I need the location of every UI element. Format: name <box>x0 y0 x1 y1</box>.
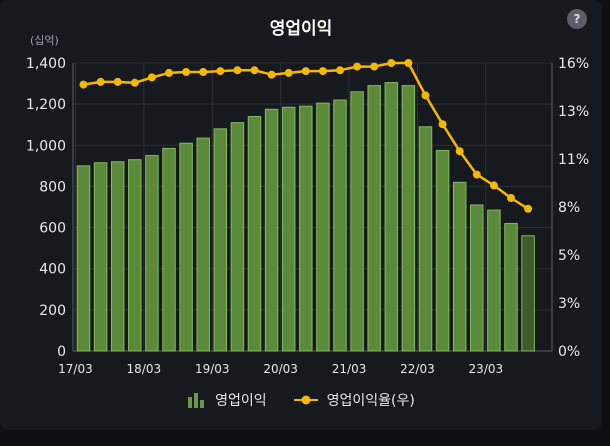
bar <box>162 147 176 352</box>
line-point <box>336 66 344 75</box>
legend-line-label: 영업이익율(우) <box>326 393 415 409</box>
line-point <box>438 120 447 129</box>
y-left-tick-label: 400 <box>39 262 66 278</box>
chart-card: 영업이익 ? (십억) 0 200 400 600 800 1,000 1,200 1,400… <box>0 0 602 430</box>
y-right-tick-label: 0% <box>558 344 580 360</box>
legend-item-line[interactable]: 영업이익율(우) <box>293 390 415 410</box>
line-point <box>130 78 139 87</box>
y-left-tick-label: 0 <box>57 344 66 360</box>
x-tick-label: 23/03 <box>469 362 504 376</box>
bar <box>264 108 279 352</box>
line-point <box>284 68 293 77</box>
bar <box>504 222 518 352</box>
bar <box>179 142 193 352</box>
line-point <box>370 62 379 71</box>
y-right-tick-label: 3% <box>558 296 580 312</box>
line-point <box>96 77 105 86</box>
line-point <box>404 59 413 67</box>
y-right-tick-label: 5% <box>558 248 580 264</box>
bar <box>418 126 433 352</box>
line-point <box>524 204 533 213</box>
bar <box>128 159 142 352</box>
x-tick-label: 18/03 <box>127 362 162 376</box>
line-point <box>489 181 498 190</box>
bar <box>230 122 245 352</box>
bar <box>435 149 450 352</box>
x-tick-label: 22/03 <box>400 362 435 376</box>
bar <box>145 155 159 352</box>
legend-item-bar[interactable]: 영업이익 <box>187 390 267 410</box>
bar <box>213 128 228 352</box>
line-point <box>472 170 481 179</box>
bar <box>281 106 296 352</box>
line-point <box>267 70 276 79</box>
line-point <box>233 66 242 75</box>
y-right-tick-label: 16% <box>558 56 589 72</box>
line-point <box>301 67 310 76</box>
bar <box>452 181 467 352</box>
line-point <box>147 73 156 82</box>
line-point <box>455 147 464 156</box>
bar <box>521 235 535 352</box>
line-marker-icon <box>293 395 318 405</box>
line-point <box>113 77 122 86</box>
bar <box>196 137 210 352</box>
y-right-tick-label: 11% <box>558 152 589 168</box>
y-left-tick-label: 1,400 <box>26 56 66 72</box>
legend: 영업이익 영업이익율(우) <box>0 390 602 410</box>
line-point <box>199 68 208 76</box>
bar <box>333 99 347 352</box>
line-point <box>318 67 327 76</box>
left-axis-unit: (십억) <box>30 34 59 47</box>
bar <box>384 82 399 352</box>
bar <box>367 85 381 352</box>
y-right-tick-label: 13% <box>558 104 589 120</box>
bar <box>350 91 364 352</box>
bar-chart-icon <box>188 393 205 408</box>
y-left-tick-label: 800 <box>39 179 66 195</box>
line-point <box>79 80 88 89</box>
line-point <box>182 68 191 76</box>
y-left-tick-label: 600 <box>39 221 66 237</box>
y-left-tick-label: 200 <box>39 303 66 319</box>
help-icon[interactable]: ? <box>567 9 587 29</box>
y-left-tick-label: 1,200 <box>26 97 66 113</box>
x-tick-label: 20/03 <box>263 362 298 376</box>
chart-svg: 0 200 400 600 800 1,000 1,200 1,400 0% 3% 5% 8% 11% 1… <box>26 56 589 376</box>
bar <box>93 162 108 352</box>
bar <box>470 204 484 352</box>
bar <box>401 85 416 352</box>
line-point <box>507 194 515 202</box>
bar <box>299 105 313 352</box>
line-point <box>250 66 259 75</box>
x-tick-label: 17/03 <box>58 362 93 376</box>
bar <box>316 102 330 352</box>
x-tick-label: 19/03 <box>195 362 230 376</box>
bar <box>487 209 501 352</box>
bar <box>76 165 91 352</box>
line-point <box>216 67 225 76</box>
bar <box>110 161 125 352</box>
line-point <box>387 59 396 67</box>
bar <box>247 115 262 352</box>
chart-title: 영업이익 <box>269 19 333 39</box>
y-left-tick-label: 1,000 <box>26 138 66 154</box>
legend-bar-label: 영업이익 <box>215 393 267 409</box>
y-right-tick-label: 8% <box>558 200 580 216</box>
line-point <box>165 68 173 77</box>
line-point <box>353 62 362 71</box>
line-point <box>421 91 430 100</box>
x-tick-label: 21/03 <box>332 362 367 376</box>
